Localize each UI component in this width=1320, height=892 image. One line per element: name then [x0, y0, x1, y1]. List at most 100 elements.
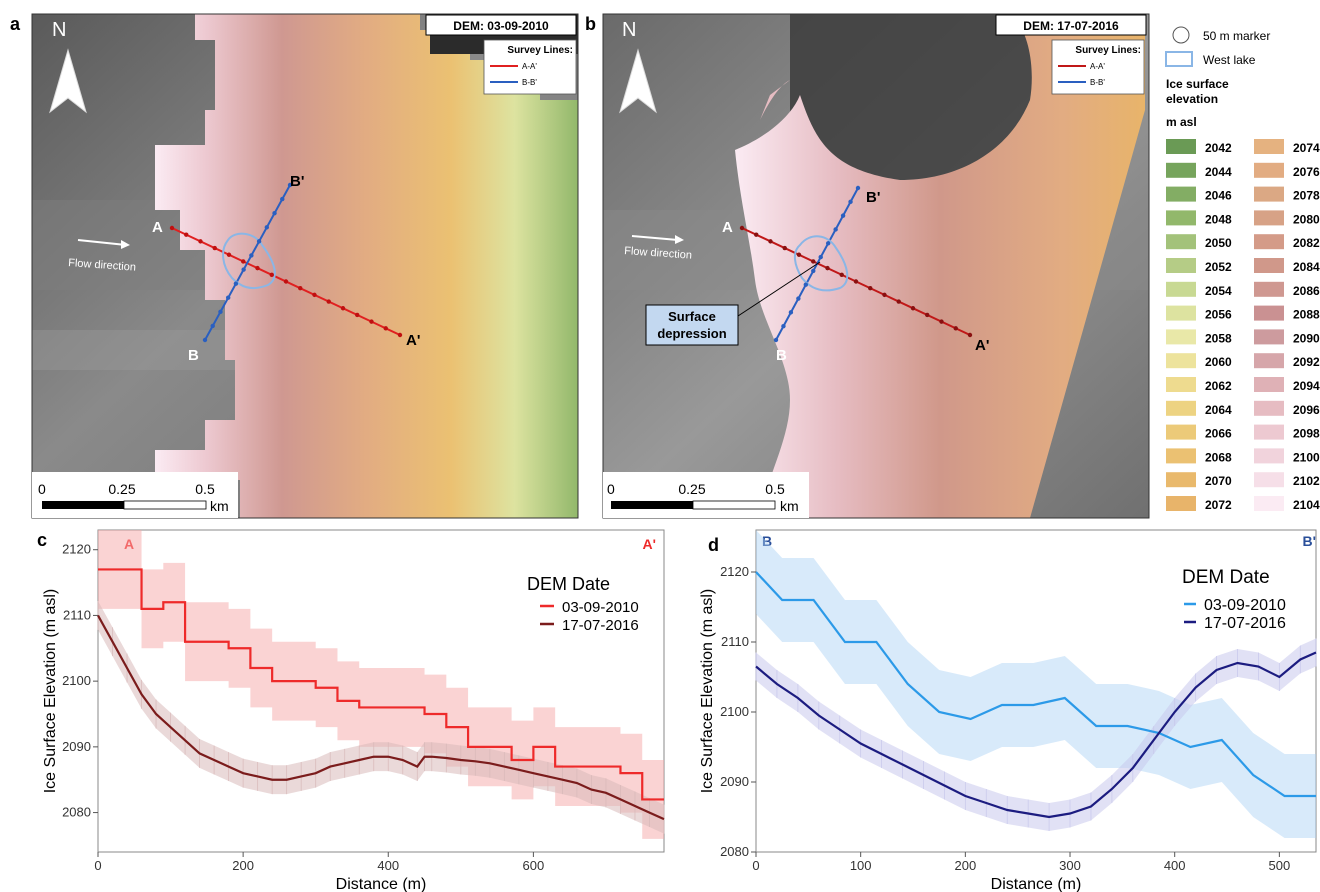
- surface-depression-callout: Surface depression: [645, 261, 821, 346]
- y-tick-label: 2100: [720, 704, 749, 719]
- survey-marker: [198, 239, 203, 244]
- legend-swatch: [1166, 139, 1196, 154]
- legend-swatch-label: 2074: [1293, 141, 1320, 155]
- legend-swatch-label: 2092: [1293, 355, 1320, 369]
- legend-swatch-label: 2056: [1205, 308, 1232, 322]
- chart-c-axes: 0 200 400 600 2080 2090 2100 2110 2120: [62, 542, 544, 873]
- chart-c-legend-title: DEM Date: [527, 574, 610, 594]
- legend-swatch: [1166, 234, 1196, 250]
- elevation-swatches: 2042 2044 2046 2048 2050 2052 2054 2056 2058 2060…: [1166, 139, 1320, 512]
- dem-date-box: [425, 14, 577, 36]
- legend-swatch-label: 2046: [1205, 189, 1232, 203]
- legend-swatch: [1254, 258, 1284, 273]
- svg-text:elevation: elevation: [1166, 92, 1218, 106]
- survey-marker: [241, 259, 246, 264]
- point-a: A: [722, 219, 733, 236]
- chart-d-xlabel: Distance (m): [991, 876, 1082, 892]
- uncertainty-band: [756, 638, 1316, 831]
- survey-marker: [818, 254, 823, 260]
- survey-marker: [953, 326, 958, 331]
- legend-swatch: [1166, 472, 1196, 488]
- x-tick-label: 100: [850, 858, 872, 873]
- survey-marker: [383, 326, 388, 331]
- panel-a-map: a N A A' B B' Flow direction: [10, 13, 579, 519]
- svg-text:0.25: 0.25: [108, 481, 135, 497]
- dem-2010-surface: [155, 14, 578, 518]
- legend-swatch: [1166, 448, 1196, 464]
- survey-marker: [210, 323, 215, 329]
- survey-marker: [202, 337, 208, 343]
- legend-swatch: [1254, 353, 1284, 369]
- legend-swatch: [1166, 400, 1196, 416]
- svg-text:0.5: 0.5: [765, 481, 785, 497]
- survey-marker: [925, 312, 930, 318]
- y-tick-label: 2090: [62, 739, 91, 754]
- legend-swatch-label: 2072: [1205, 498, 1232, 512]
- chart-d-legend-item: 17-07-2016: [1204, 615, 1286, 632]
- y-tick-label: 2100: [62, 673, 91, 688]
- legend-swatch: [1254, 377, 1284, 392]
- y-tick-label: 2120: [62, 542, 91, 557]
- lake-swatch-icon: [1165, 51, 1193, 67]
- svg-text:depression: depression: [657, 326, 726, 341]
- chart-c-lines: [97, 568, 665, 821]
- marker-label: 50 m marker: [1203, 29, 1270, 43]
- legend-swatch: [1166, 186, 1196, 202]
- legend-swatch: [1166, 281, 1196, 297]
- scale-bar: 0 0.25 0.5 km: [32, 472, 238, 518]
- legend-swatch: [1254, 424, 1284, 440]
- survey-marker: [233, 281, 239, 286]
- survey-markers-aa: [169, 225, 403, 338]
- survey-marker: [326, 299, 331, 304]
- survey-marker: [340, 306, 346, 311]
- series-line: [97, 614, 665, 821]
- marker-circle-icon: [1172, 26, 1190, 44]
- series-line: [755, 651, 1317, 819]
- legend-swatch: [1254, 186, 1284, 202]
- uncertainty-band: [98, 600, 664, 834]
- legend-swatch-label: 2080: [1293, 212, 1320, 226]
- survey-marker: [298, 285, 303, 291]
- panel-b-map: b N A A' B B' Flow direction: [585, 13, 1150, 519]
- survey-marker: [910, 306, 916, 311]
- chart-d-legend-item: 03-09-2010: [1204, 597, 1286, 614]
- legend-swatch: [1254, 329, 1284, 345]
- survey-marker: [796, 252, 802, 257]
- survey-marker: [739, 225, 745, 231]
- panel-d-letter: d: [708, 535, 719, 555]
- survey-marker: [369, 319, 374, 324]
- chart-c-legend-item: 17-07-2016: [562, 617, 639, 634]
- svg-text:0.5: 0.5: [195, 481, 215, 497]
- legend-swatch: [1166, 424, 1196, 440]
- legend-swatch-label: 2048: [1205, 212, 1232, 226]
- survey-marker: [839, 272, 844, 278]
- y-tick-label: 2110: [63, 607, 91, 622]
- svg-text:A-A': A-A': [522, 62, 537, 71]
- x-tick-label: 200: [232, 858, 254, 873]
- chart-c-legend-item: 03-09-2010: [562, 599, 639, 616]
- survey-marker: [781, 323, 786, 329]
- legend-swatch-label: 2098: [1293, 427, 1320, 441]
- flow-direction-arrow: Flow direction: [68, 239, 136, 274]
- x-tick-label: 400: [1164, 858, 1186, 873]
- west-lake-outline: [222, 232, 276, 289]
- point-b: B: [188, 347, 199, 364]
- survey-marker: [241, 267, 246, 272]
- legend-swatch-label: 2064: [1205, 403, 1232, 417]
- survey-marker: [825, 265, 830, 271]
- panel-b-letter: b: [585, 14, 596, 34]
- legend-swatch-label: 2076: [1293, 165, 1320, 179]
- x-tick-label: 400: [377, 858, 399, 873]
- survey-marker: [939, 319, 944, 324]
- legend-swatch: [1254, 162, 1284, 178]
- legend-swatch-label: 2094: [1293, 379, 1320, 393]
- survey-lines-legend: Survey Lines: A-A' B-B': [483, 39, 577, 95]
- chart-d-ylabel: Ice Surface Elevation (m asl): [699, 589, 716, 794]
- legend-swatch: [1166, 305, 1196, 321]
- x-tick-label: 300: [1059, 858, 1081, 873]
- svg-text:km: km: [780, 498, 799, 514]
- survey-marker: [287, 182, 293, 188]
- survey-marker: [882, 292, 887, 298]
